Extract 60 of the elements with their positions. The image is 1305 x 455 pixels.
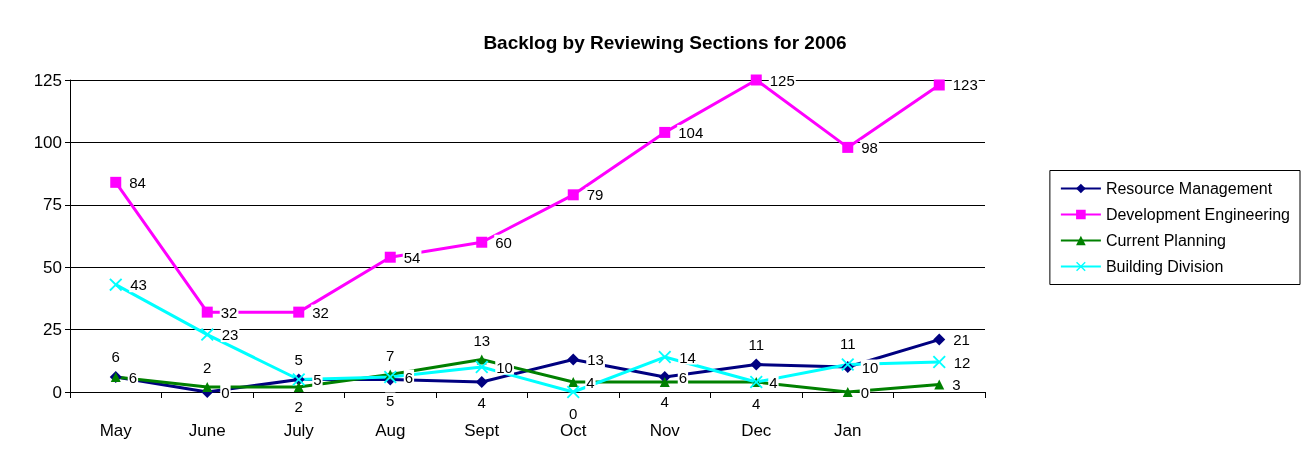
data-label: 10 [861,358,879,376]
y-tick-label: 100 [33,132,62,152]
data-label: 3 [952,376,961,394]
data-label: 5 [386,391,395,409]
data-label: 125 [769,71,795,89]
legend-label: Building Division [1105,258,1224,275]
data-label: 123 [952,76,978,94]
data-label: 43 [130,276,147,294]
legend-label: Current Planning [1105,232,1226,249]
legend-label: Development Engineering [1105,206,1291,223]
data-label: 2 [203,359,212,377]
data-label: 32 [312,303,329,321]
y-tick-label: 125 [33,70,62,90]
data-label: 4 [660,393,669,411]
data-label: 6 [111,348,120,366]
legend-label: Resource Management [1105,180,1273,197]
data-label: 21 [953,331,970,349]
x-tick-label: Jan [834,421,862,440]
chart-title: Backlog by Reviewing Sections for 2006 [483,32,847,53]
data-label: 7 [386,346,395,364]
x-tick-label: Aug [375,421,406,440]
x-tick-label: Sept [464,421,500,440]
data-label: 4 [586,373,595,391]
data-label: 32 [220,303,238,321]
data-label: 13 [587,351,604,369]
data-label: 54 [403,248,421,266]
x-tick-label: Dec [741,421,772,440]
data-label: 4 [769,373,778,391]
data-label: 84 [129,173,146,191]
data-label: 0 [860,383,870,401]
data-label: 5 [294,350,303,368]
y-tick-label: 50 [43,257,62,277]
data-label: 0 [569,404,578,422]
data-label: 79 [586,186,604,204]
y-tick-label: 25 [43,320,62,340]
data-label: 98 [861,138,878,156]
data-label: 4 [752,394,761,412]
data-label: 6 [404,368,414,386]
y-tick-label: 0 [52,382,62,402]
data-label: 12 [953,353,971,371]
x-tick-label: Nov [649,421,681,440]
data-label: 6 [128,368,138,386]
data-label: 5 [313,371,322,389]
y-tick-label: 75 [43,195,62,215]
data-label: 60 [495,233,512,251]
x-tick-label: May [99,421,133,440]
data-label: 11 [748,335,765,353]
data-label: 11 [839,335,856,353]
data-label: 2 [294,398,303,416]
data-label: 6 [678,368,688,386]
data-label: 0 [221,383,230,401]
data-label: 4 [477,394,486,412]
data-label: 23 [221,326,239,344]
data-label: 13 [473,331,491,349]
data-label: 10 [496,358,513,376]
data-label: 104 [678,123,704,141]
x-tick-label: June [188,421,226,440]
data-label: 14 [679,348,696,366]
x-tick-label: July [283,421,315,440]
x-tick-label: Oct [560,421,587,440]
